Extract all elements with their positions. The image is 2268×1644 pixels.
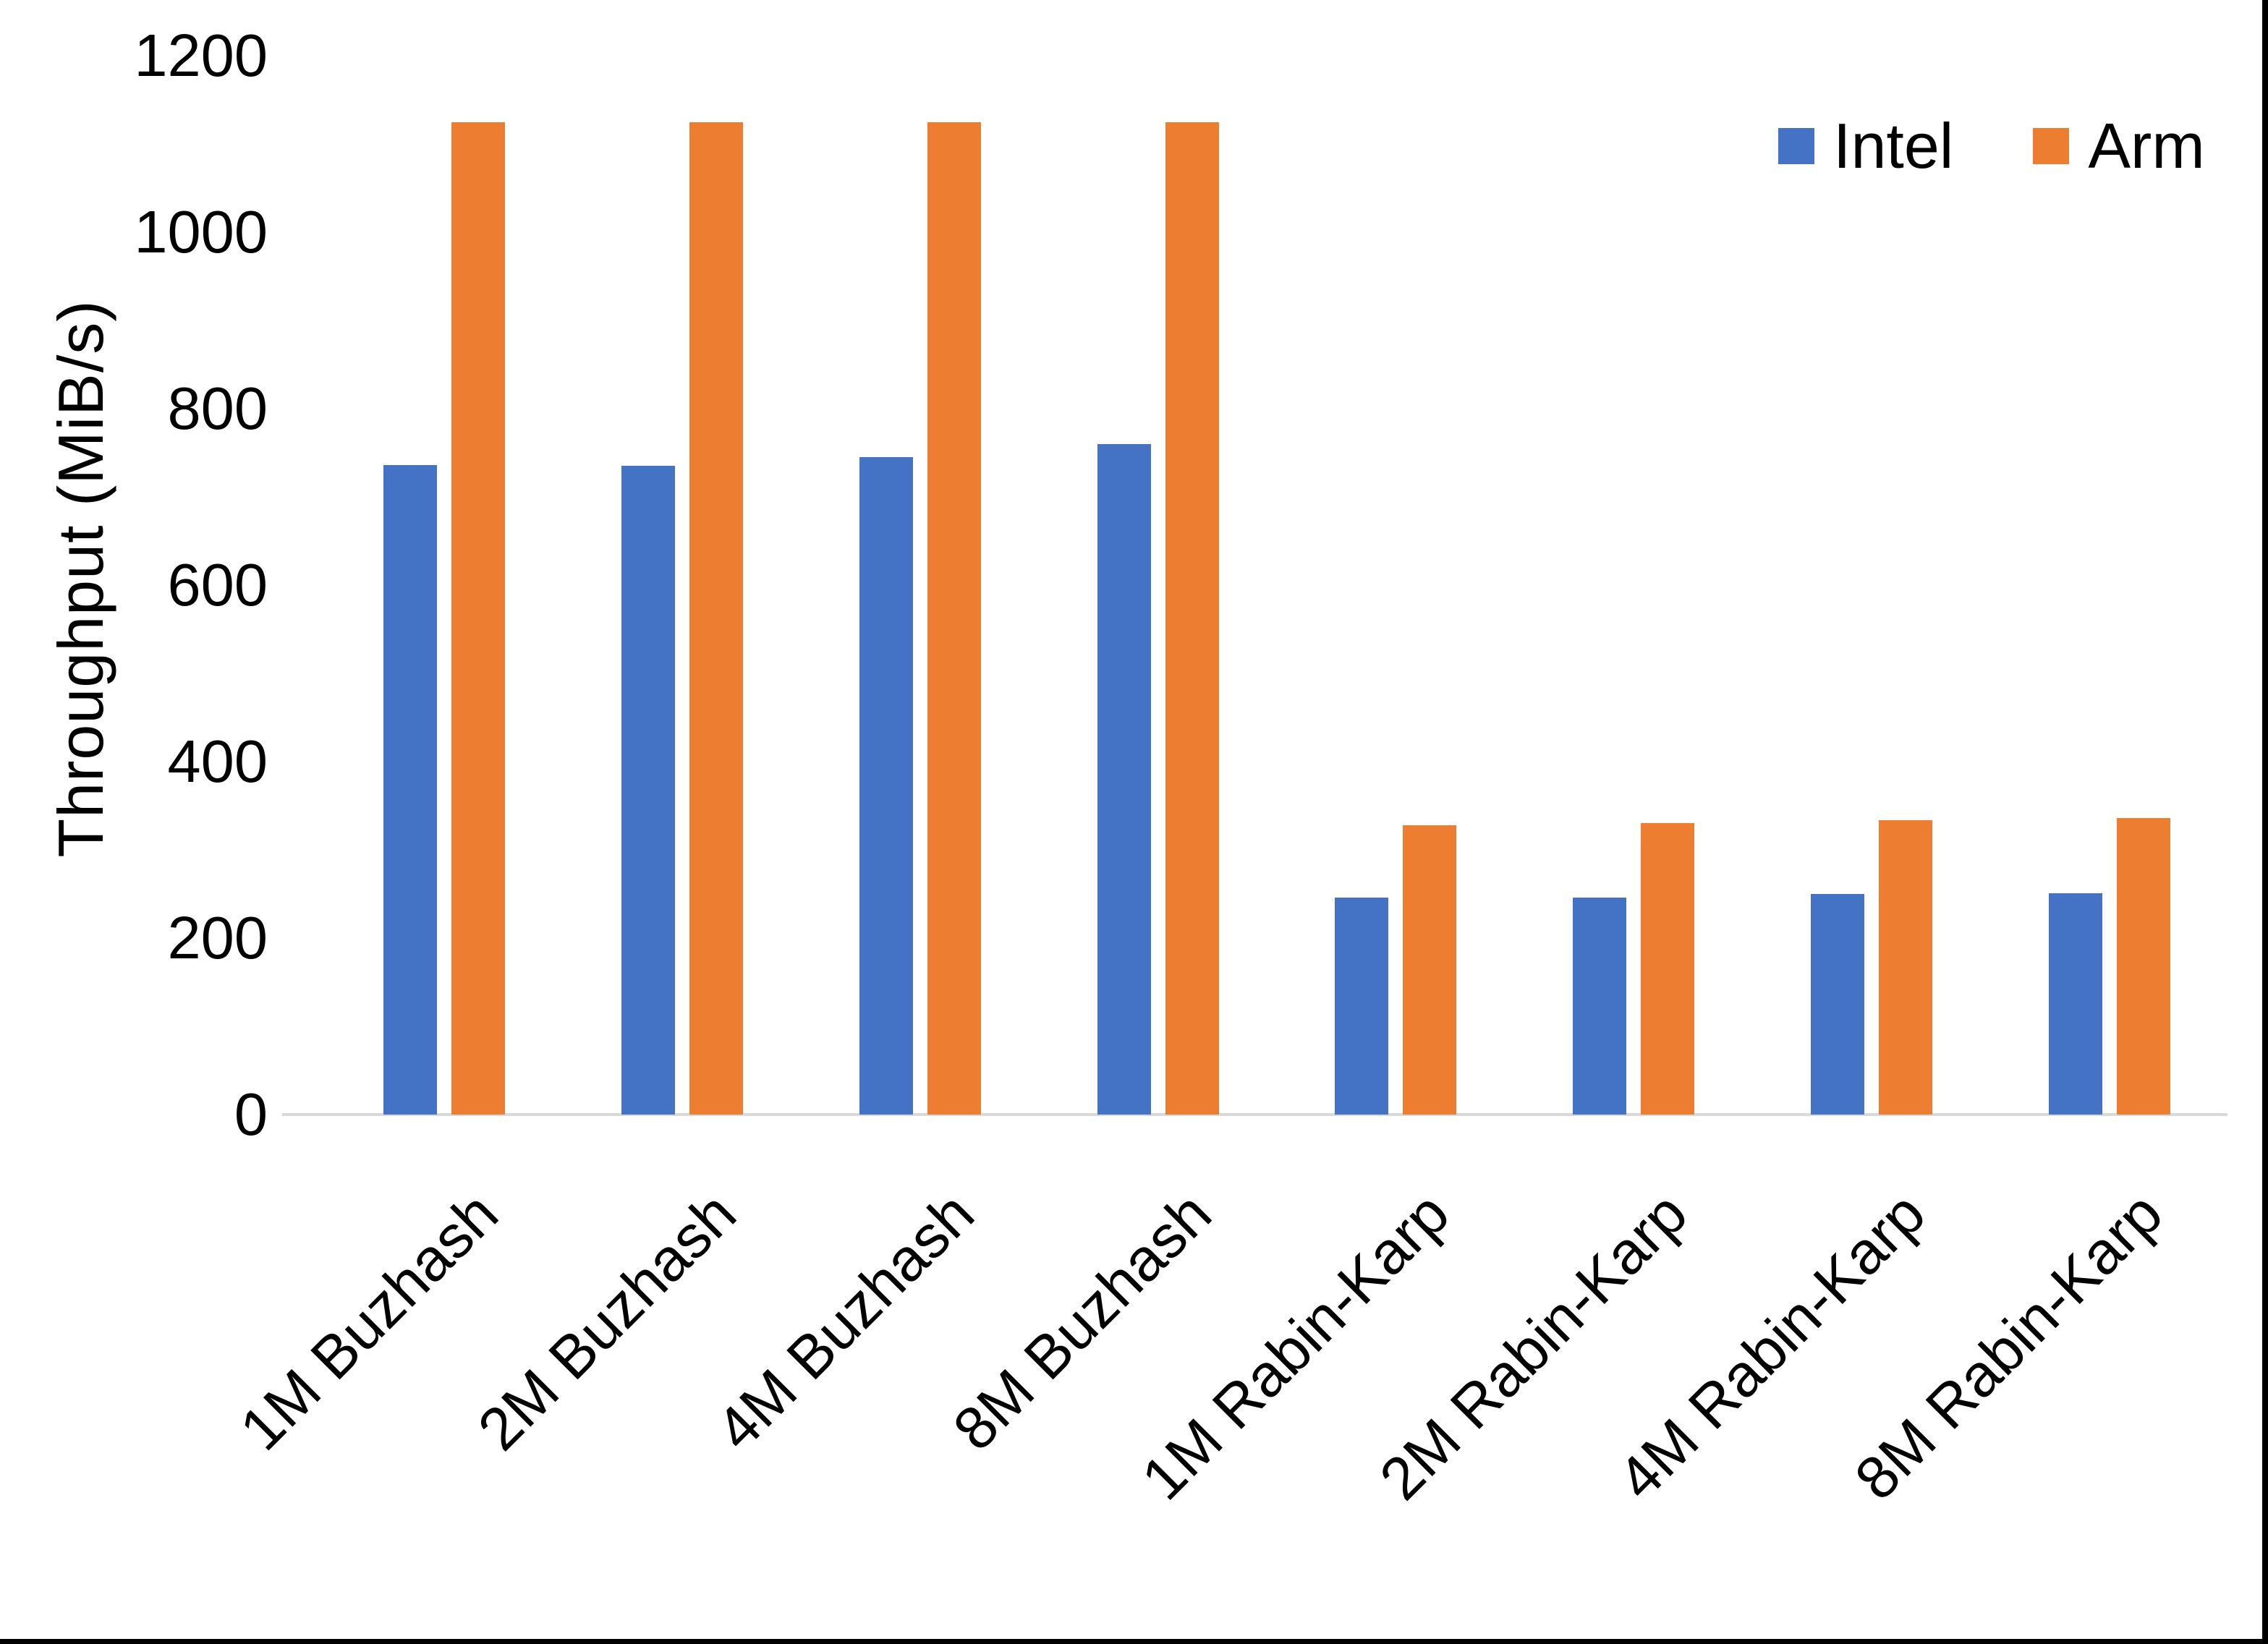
bar-intel-8m-rabin-karp (2048, 893, 2102, 1115)
legend: Intel Arm (1778, 114, 2205, 178)
legend-label-arm: Arm (2088, 110, 2205, 182)
bar-arm-1m-rabin-karp (1403, 825, 1457, 1115)
bar-intel-2m-buzhash (621, 466, 676, 1115)
bar-group-4m-rabin-karp (1810, 56, 1932, 1115)
x-axis-line (282, 1113, 2227, 1116)
bar-group-1m-buzhash (383, 56, 506, 1115)
legend-label-intel: Intel (1833, 110, 1954, 182)
bar-intel-4m-buzhash (859, 457, 913, 1115)
x-label-text: 4M Buzhash (702, 1179, 987, 1463)
bar-arm-4m-rabin-karp (1878, 819, 1932, 1115)
x-label-text: 1M Buzhash (226, 1179, 511, 1463)
legend-entry-arm: Arm (2033, 110, 2205, 182)
plot-area (326, 56, 2228, 1115)
bar-arm-8m-buzhash (1165, 122, 1219, 1115)
bar-intel-8m-buzhash (1097, 443, 1151, 1115)
y-tick-200: 200 (167, 904, 268, 971)
y-tick-1000: 1000 (134, 198, 268, 265)
frame-bottom (0, 1639, 2268, 1644)
bar-group-1m-rabin-karp (1335, 56, 1457, 1115)
bar-intel-1m-buzhash (383, 465, 438, 1115)
bar-intel-4m-rabin-karp (1810, 894, 1864, 1115)
bar-arm-1m-buzhash (451, 122, 506, 1115)
y-tick-400: 400 (167, 728, 268, 795)
bar-group-2m-buzhash (621, 56, 744, 1115)
frame-right (2262, 0, 2268, 1644)
bar-arm-8m-rabin-karp (2116, 818, 2170, 1115)
y-tick-800: 800 (167, 375, 268, 442)
y-tick-0: 0 (234, 1081, 268, 1148)
legend-marker-intel-icon (1778, 128, 1814, 164)
bar-group-2m-rabin-karp (1573, 56, 1695, 1115)
bar-arm-2m-rabin-karp (1641, 823, 1695, 1115)
bar-arm-4m-buzhash (927, 122, 981, 1115)
bar-intel-2m-rabin-karp (1573, 897, 1627, 1115)
bar-group-8m-rabin-karp (2048, 56, 2170, 1115)
bar-group-4m-buzhash (859, 56, 981, 1115)
bar-intel-1m-rabin-karp (1335, 897, 1389, 1115)
legend-marker-arm-icon (2033, 128, 2070, 164)
y-axis-ticks: 0 200 400 600 800 1000 1200 (0, 22, 268, 1148)
y-tick-1200: 1200 (134, 22, 268, 89)
y-tick-600: 600 (167, 551, 268, 618)
bar-arm-2m-buzhash (689, 122, 744, 1115)
legend-entry-intel: Intel (1778, 114, 1953, 178)
x-label-text: 2M Buzhash (464, 1179, 749, 1463)
bar-group-8m-buzhash (1097, 56, 1219, 1115)
